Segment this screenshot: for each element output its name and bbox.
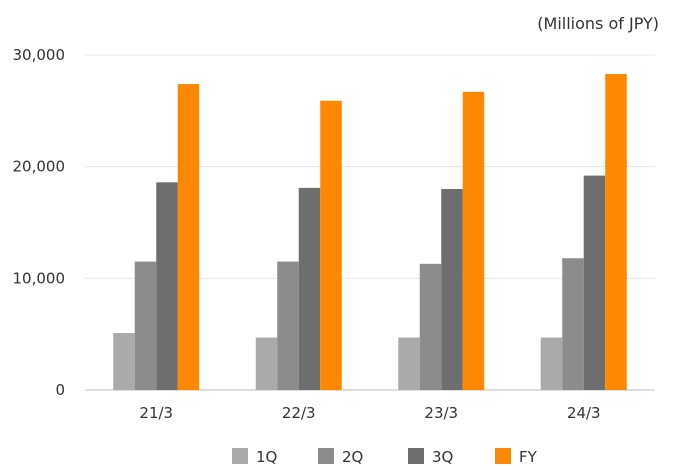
bar-fy-1 bbox=[320, 100, 342, 391]
x-tick-label: 22/3 bbox=[282, 404, 316, 422]
bar-1q-3 bbox=[540, 337, 563, 390]
legend-label-1q: 1Q bbox=[256, 448, 277, 466]
bar-3q-1 bbox=[298, 187, 321, 390]
bar-2q-0 bbox=[134, 261, 157, 390]
bar-2q-1 bbox=[277, 261, 299, 390]
bar-fy-2 bbox=[462, 91, 485, 390]
bar-1q-0 bbox=[113, 333, 135, 390]
bar-fy-3 bbox=[605, 73, 627, 390]
legend-swatch-1q bbox=[232, 448, 248, 464]
y-tick-label: 0 bbox=[55, 381, 65, 399]
legend-label-2q: 2Q bbox=[342, 448, 363, 466]
legend-swatch-3q bbox=[408, 448, 424, 464]
legend-label-fy: FY bbox=[519, 448, 538, 466]
x-tick-label: 24/3 bbox=[567, 404, 601, 422]
x-tick-label: 23/3 bbox=[424, 404, 458, 422]
y-tick-label: 30,000 bbox=[13, 46, 66, 64]
bar-3q-2 bbox=[441, 189, 463, 390]
unit-label: (Millions of JPY) bbox=[537, 14, 659, 33]
bar-fy-0 bbox=[177, 84, 200, 391]
x-tick-label: 21/3 bbox=[139, 404, 173, 422]
bar-2q-2 bbox=[419, 263, 442, 390]
bar-3q-3 bbox=[583, 175, 606, 390]
legend-swatch-fy bbox=[495, 448, 511, 464]
bar-3q-0 bbox=[156, 182, 178, 390]
legend-swatch-2q bbox=[318, 448, 334, 464]
bar-1q-2 bbox=[398, 337, 420, 390]
bar-2q-3 bbox=[562, 258, 584, 390]
y-tick-label: 10,000 bbox=[13, 269, 66, 287]
y-tick-label: 20,000 bbox=[13, 158, 66, 176]
legend-label-3q: 3Q bbox=[432, 448, 453, 466]
bar-1q-1 bbox=[255, 337, 278, 390]
